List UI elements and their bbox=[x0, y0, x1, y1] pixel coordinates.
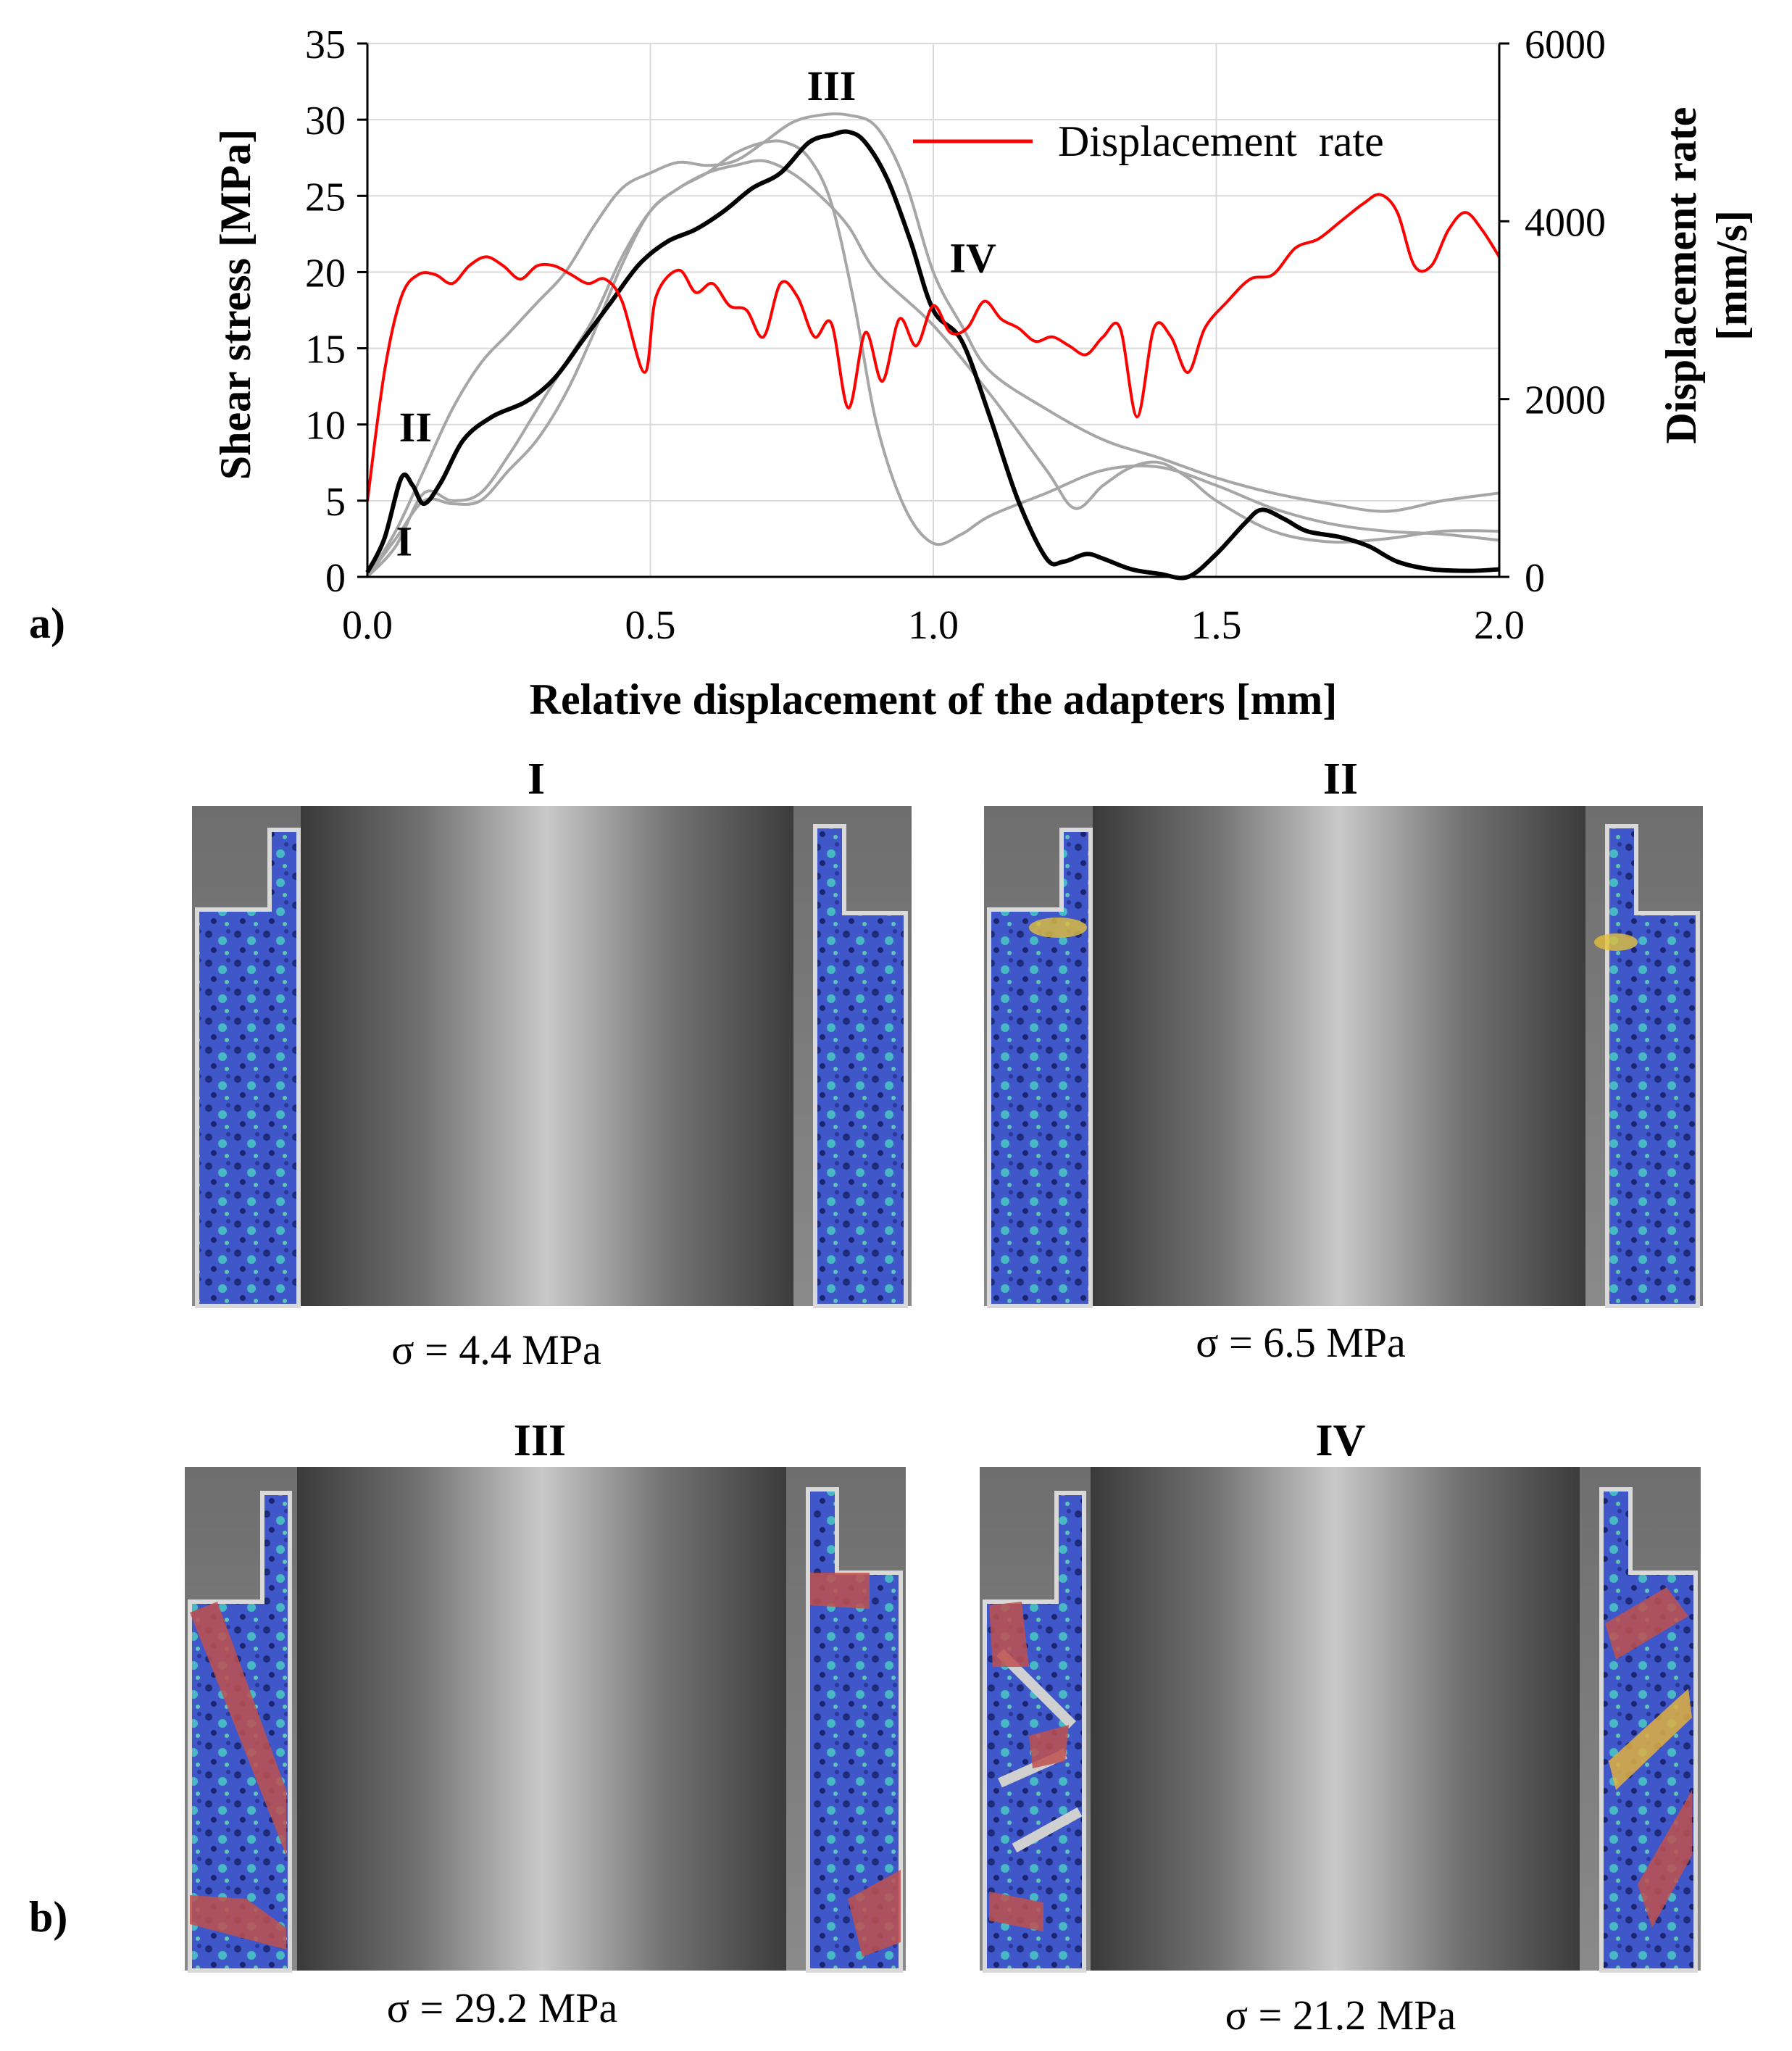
y-tick-label: 35 bbox=[305, 22, 346, 67]
y-axis-label: Shear stress [MPa] bbox=[212, 129, 259, 480]
dic-panel-4-cylinder bbox=[1091, 1467, 1580, 1971]
panel-a-label: a) bbox=[29, 599, 65, 647]
y2-tick-label: 6000 bbox=[1525, 22, 1606, 67]
series-line-1 bbox=[365, 129, 1500, 581]
chart-axes bbox=[366, 43, 1501, 578]
dic-panel-4-strain-band bbox=[989, 1602, 1029, 1667]
dic-panel-2-title: II bbox=[1323, 754, 1358, 804]
dic-panel-3: III σ = 29.2 MPa bbox=[185, 1416, 906, 2031]
dic-panel-1: I σ = 4.4 MPa bbox=[192, 754, 912, 1373]
y2-tick-label: 0 bbox=[1525, 556, 1545, 601]
dic-panel-3-cylinder bbox=[297, 1467, 786, 1971]
dic-panel-3-strain-band bbox=[190, 1602, 286, 1855]
annotation-2: II bbox=[399, 404, 432, 451]
y-tick-label: 0 bbox=[325, 556, 346, 601]
y2-axis-label-line2: [mm/s] bbox=[1708, 210, 1756, 341]
dic-panel-4-caption: σ = 21.2 MPa bbox=[1225, 1992, 1456, 2039]
annotation-4: IV bbox=[949, 234, 996, 281]
dic-image-grid: b) I σ = 4.4 MPa II σ = 6.5 MPa III bbox=[29, 754, 1703, 2039]
dic-panel-1-cylinder bbox=[301, 806, 793, 1306]
shear-stress-chart: 0.0 0.5 1.0 1.5 2.00510152025303502000400060… bbox=[29, 22, 1756, 723]
dic-panel-2: II σ = 6.5 MPa bbox=[984, 754, 1703, 1366]
x-tick-label: 0.5 bbox=[625, 603, 676, 648]
y-tick-label: 30 bbox=[305, 99, 346, 143]
y-tick-label: 20 bbox=[305, 251, 346, 296]
dic-panel-1-left-adhesive bbox=[195, 828, 301, 1308]
y-tick-label: 25 bbox=[305, 175, 346, 220]
dic-panel-3-right-adhesive bbox=[806, 1487, 903, 1973]
dic-panel-2-caption: σ = 6.5 MPa bbox=[1196, 1319, 1406, 1366]
dic-panel-3-strain-band bbox=[190, 1895, 286, 1950]
dic-panel-4-strain-band bbox=[1605, 1587, 1688, 1660]
dic-panel-3-caption: σ = 29.2 MPa bbox=[387, 1984, 618, 2031]
dic-panel-4-title: IV bbox=[1316, 1416, 1366, 1465]
annotation-3: III bbox=[807, 62, 857, 109]
y-tick-label: 5 bbox=[325, 480, 346, 525]
y-tick-label: 15 bbox=[305, 328, 346, 373]
dic-panel-3-strain-band bbox=[810, 1573, 870, 1609]
chart-ticks: 0.0 0.5 1.0 1.5 2.00510152025303502000400060… bbox=[305, 22, 1606, 648]
chart-grid bbox=[367, 43, 1499, 577]
y2-tick-label: 4000 bbox=[1525, 200, 1606, 245]
dic-panel-4: IV σ = 21.2 MPa bbox=[980, 1416, 1701, 2039]
dic-panel-2-strain-hotspot bbox=[1029, 918, 1087, 938]
dic-panel-4-strain-band bbox=[1029, 1725, 1069, 1768]
series-line-4 bbox=[366, 139, 1500, 578]
x-tick-label: 0.0 bbox=[342, 603, 393, 648]
dic-panel-4-strain-band bbox=[1638, 1790, 1692, 1928]
dic-panel-2-left-adhesive bbox=[987, 828, 1093, 1308]
dic-panel-1-caption: σ = 4.4 MPa bbox=[391, 1326, 601, 1373]
y2-axis-label-line1: Displacement rate bbox=[1657, 107, 1705, 444]
legend: Displacement rate bbox=[913, 117, 1384, 165]
series-line-5 bbox=[366, 193, 1501, 502]
y-tick-label: 10 bbox=[305, 404, 346, 449]
panel-b-label: b) bbox=[29, 1893, 67, 1941]
dic-panel-3-strain-band bbox=[848, 1870, 901, 1957]
x-axis-label: Relative displacement of the adapters [m… bbox=[530, 675, 1338, 723]
chart-series bbox=[365, 112, 1501, 581]
dic-panel-2-cylinder bbox=[1093, 806, 1585, 1306]
dic-panel-1-title: I bbox=[528, 754, 545, 804]
legend-label: Displacement rate bbox=[1058, 117, 1384, 165]
dic-panel-4-strain-band bbox=[1609, 1689, 1692, 1790]
x-tick-label: 1.5 bbox=[1191, 603, 1242, 648]
x-tick-label: 1.0 bbox=[908, 603, 959, 648]
series-line-2 bbox=[366, 112, 1500, 578]
dic-panel-4-strain-band bbox=[989, 1892, 1043, 1931]
annotation-1: I bbox=[396, 518, 412, 565]
dic-panel-3-title: III bbox=[514, 1416, 566, 1465]
y2-tick-label: 2000 bbox=[1525, 378, 1606, 423]
dic-panel-2-strain-hotspot bbox=[1594, 933, 1638, 951]
dic-panel-1-right-adhesive bbox=[813, 824, 908, 1308]
x-tick-label: 2.0 bbox=[1474, 603, 1525, 648]
